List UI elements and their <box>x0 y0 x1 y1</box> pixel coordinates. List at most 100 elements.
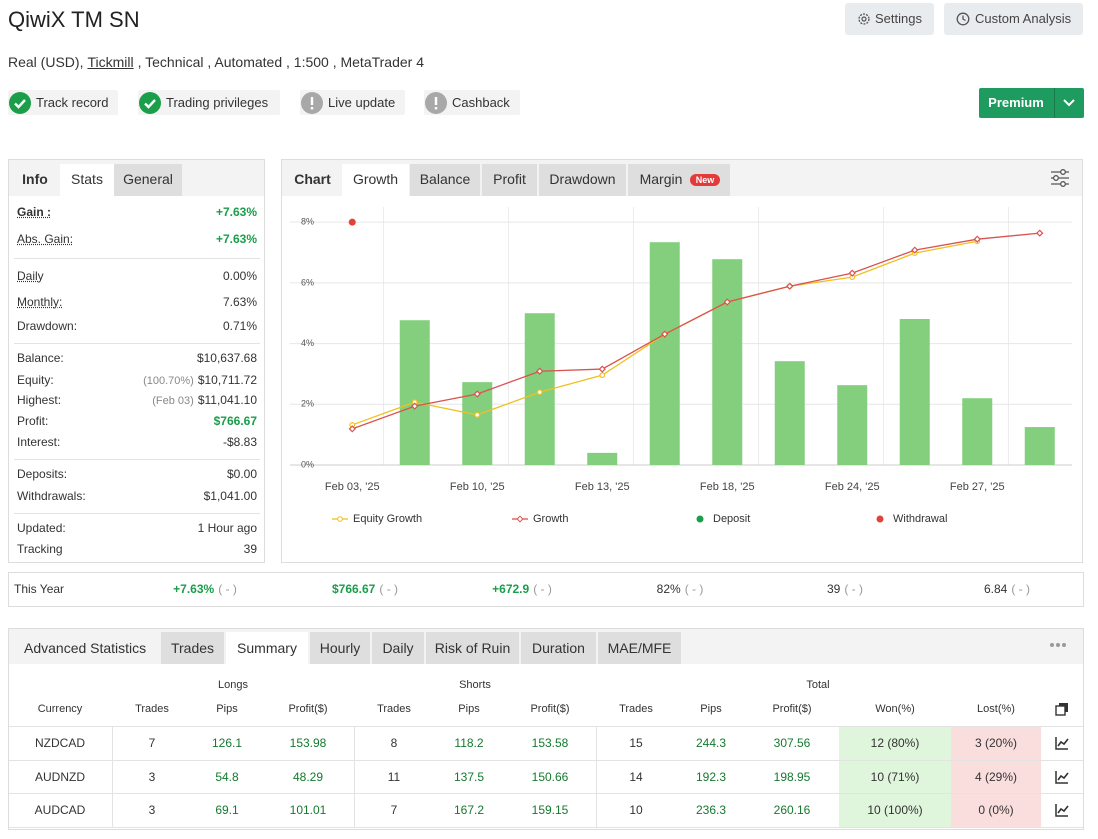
tab[interactable] <box>372 632 424 664</box>
stat-value: +7.63% <box>57 203 257 221</box>
tab[interactable] <box>539 164 626 196</box>
table-cell: 0 (0%) <box>978 803 1014 817</box>
table-cell: NZDCAD <box>35 736 85 750</box>
tab[interactable] <box>482 164 537 196</box>
new-badge <box>690 174 720 186</box>
premium-label: Premium <box>988 95 1044 110</box>
period-cell: 6.84( - ) <box>927 580 1087 598</box>
stat-value: 7.63% <box>57 293 257 311</box>
stat-label: Interest: <box>17 435 61 449</box>
table-cell: 48.29 <box>292 770 324 784</box>
column-header: Pips <box>216 703 238 715</box>
new-badge-label: New <box>695 175 715 185</box>
badge-label: Track record <box>36 94 109 110</box>
stat-value: 39 <box>57 540 257 558</box>
table-cell: 4 (29%) <box>974 770 1018 784</box>
period-value: 82% <box>656 582 681 596</box>
broker-link[interactable]: Tickmill <box>87 54 134 70</box>
period-value: +7.63% <box>173 582 215 596</box>
stat-label: Abs. Gain: <box>17 232 74 246</box>
column-header: Profit($) <box>530 703 570 715</box>
table-cell: 260.16 <box>773 803 811 817</box>
tab-label: Growth <box>352 171 399 187</box>
table-cell: 137.5 <box>453 770 485 784</box>
stat-label: Highest: <box>17 393 62 407</box>
period-value: 6.84 <box>983 582 1008 596</box>
tab[interactable] <box>410 164 480 196</box>
header-button-label: Settings <box>875 11 922 26</box>
stat-value-text: 39 <box>243 542 257 556</box>
tab[interactable] <box>426 632 519 664</box>
badge-label: Trading privileges <box>166 94 269 110</box>
period-note: ( - ) <box>218 582 237 596</box>
stat-value: (Feb 03) $11,041.10 <box>57 391 257 409</box>
tab[interactable] <box>114 164 182 196</box>
period-cell: 39( - ) <box>765 580 925 598</box>
table-cell: 192.3 <box>695 770 727 784</box>
tab-label: Risk of Ruin <box>434 640 511 656</box>
period-cell: 82%( - ) <box>600 580 760 598</box>
stat-value-text: 0.00% <box>222 269 257 283</box>
stat-label: Drawdown: <box>17 319 78 333</box>
tab-label: Balance <box>419 171 471 187</box>
row-line <box>9 760 1083 761</box>
stat-value-text: $10,637.68 <box>196 351 257 365</box>
tab-label: Chart <box>294 171 331 187</box>
stat-value-text: +7.63% <box>215 232 257 246</box>
tab-label: Margin <box>639 171 683 187</box>
tab-label: General <box>123 171 173 187</box>
table-cell: 11 <box>387 770 401 784</box>
chart-panel <box>281 159 1083 563</box>
separator <box>14 258 260 259</box>
page-title: QiwiX TM SN <box>8 7 140 32</box>
tab[interactable] <box>310 632 370 664</box>
stat-value: $766.67 <box>57 412 257 430</box>
subtitle-text: Real (USD), <box>8 54 84 70</box>
row-line <box>9 827 1083 828</box>
period-note: ( - ) <box>533 582 552 596</box>
tab-label: Trades <box>170 640 215 656</box>
tab-label: MAE/MFE <box>607 640 672 656</box>
tab[interactable] <box>598 632 681 664</box>
table-cell: 3 (20%) <box>974 736 1018 750</box>
period-value: 39 <box>826 582 841 596</box>
table-cell: AUDNZD <box>35 770 85 784</box>
table-cell: 10 (71%) <box>870 770 920 784</box>
stat-label: Balance: <box>17 351 64 365</box>
advanced-title: Advanced Statistics <box>24 640 147 656</box>
tab[interactable] <box>161 632 224 664</box>
separator <box>14 513 260 514</box>
column-header: Trades <box>135 703 169 715</box>
tab-label: Duration <box>532 640 585 656</box>
table-cell: AUDCAD <box>34 803 86 817</box>
table-cell: 153.98 <box>289 736 327 750</box>
group-header: Total <box>806 679 830 691</box>
stat-label: Monthly: <box>17 295 63 309</box>
won-cell <box>839 727 951 760</box>
period-label: This Year <box>14 582 65 596</box>
table-cell: 167.2 <box>453 803 485 817</box>
tab[interactable] <box>521 632 596 664</box>
column-header: Won(%) <box>875 703 915 715</box>
table-cell: 159.15 <box>531 803 569 817</box>
tab-label: Hourly <box>319 640 361 656</box>
column-separator <box>596 726 597 827</box>
tab[interactable] <box>226 632 308 664</box>
stat-note: (Feb 03) <box>152 395 194 407</box>
table-cell: 198.95 <box>773 770 811 784</box>
stat-value: -$8.83 <box>57 433 257 451</box>
stat-value: $1,041.00 <box>57 487 257 505</box>
stat-label: Equity: <box>17 373 54 387</box>
lost-cell <box>951 761 1041 794</box>
column-separator <box>354 726 355 827</box>
tab[interactable] <box>60 164 114 196</box>
tab[interactable] <box>342 164 409 196</box>
column-header: Pips <box>700 703 722 715</box>
stat-value: $10,637.68 <box>57 349 257 367</box>
advanced-panel <box>8 628 1084 830</box>
stat-value-text: 7.63% <box>222 295 257 309</box>
stat-value-text: $10,711.72 <box>197 373 257 387</box>
stat-value-text: $766.67 <box>213 414 257 428</box>
stats-panel <box>8 159 265 563</box>
stat-value: +7.63% <box>57 230 257 248</box>
